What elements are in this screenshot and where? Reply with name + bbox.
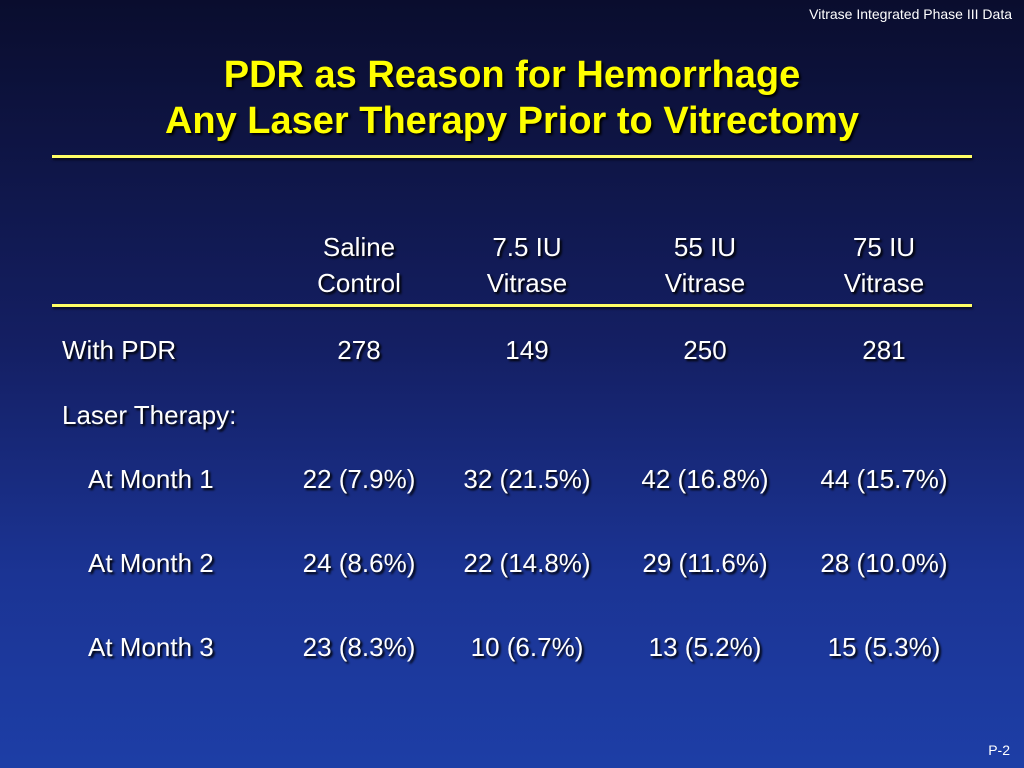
column-header-55-iu-vitrase: 55 IU Vitrase [620,229,790,301]
table-cell: 281 [862,335,906,365]
row-label-month-3: At Month 3 [88,632,214,662]
column-header-saline-control: Saline Control [274,229,444,301]
header-divider [52,304,972,307]
column-header-7-5-iu-vitrase: 7.5 IU Vitrase [442,229,612,301]
slide-title: PDR as Reason for Hemorrhage Any Laser T… [0,52,1024,144]
column-header-line: Vitrase [664,268,746,298]
table-cell: 22 (7.9%) [302,464,416,494]
column-header-75-iu-vitrase: 75 IU Vitrase [799,229,969,301]
table-cell: 278 [337,335,381,365]
title-divider [52,155,972,158]
table-cell: 22 (14.8%) [463,548,591,578]
column-header-line: 7.5 IU [492,232,562,262]
table-cell: 42 (16.8%) [641,464,769,494]
table-cell: 13 (5.2%) [648,632,762,662]
table-cell: 29 (11.6%) [642,548,768,578]
column-header-line: Vitrase [486,268,568,298]
row-label-month-2: At Month 2 [88,548,214,578]
column-header-line: Vitrase [843,268,925,298]
title-line-2: Any Laser Therapy Prior to Vitrectomy [164,100,860,142]
table-cell: 250 [683,335,727,365]
column-header-line: Saline [322,232,396,262]
table-cell: 32 (21.5%) [463,464,591,494]
header-note: Vitrase Integrated Phase III Data [809,6,1012,22]
column-header-line: Control [317,268,401,298]
table-cell: 149 [505,335,549,365]
title-line-1: PDR as Reason for Hemorrhage [223,54,801,96]
row-label-month-1: At Month 1 [88,464,214,494]
table-cell: 28 (10.0%) [820,548,948,578]
row-label-with-pdr: With PDR [62,335,177,365]
table-cell: 23 (8.3%) [302,632,416,662]
table-cell: 24 (8.6%) [302,548,416,578]
table-cell: 15 (5.3%) [827,632,941,662]
column-header-line: 55 IU [673,232,737,262]
row-label-laser-therapy: Laser Therapy: [62,400,237,430]
column-header-line: 75 IU [852,232,916,262]
table-cell: 10 (6.7%) [470,632,584,662]
slide-number: P-2 [988,742,1010,758]
table-cell: 44 (15.7%) [820,464,948,494]
